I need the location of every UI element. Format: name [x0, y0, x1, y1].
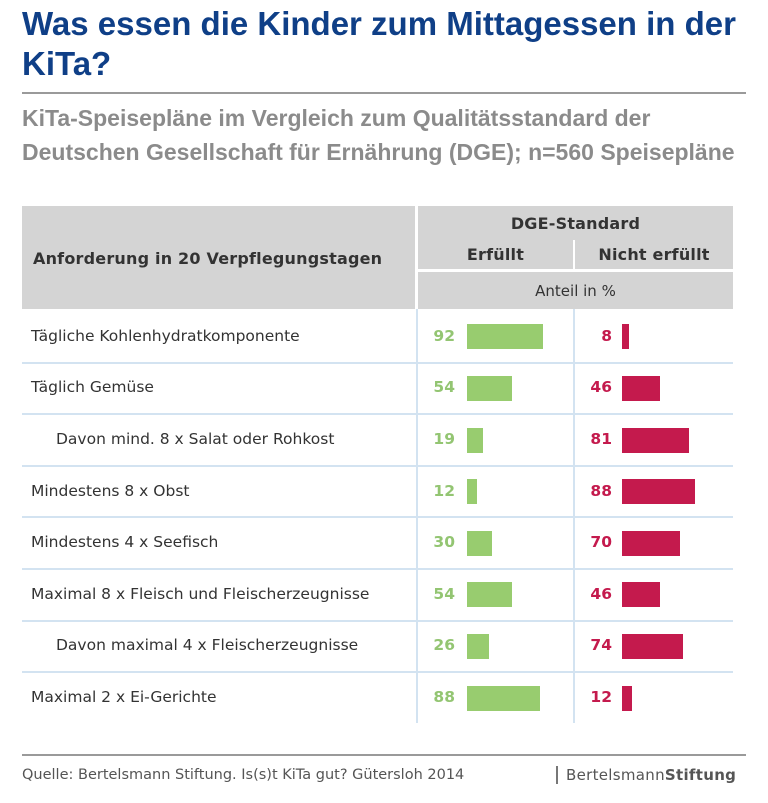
bar-fulfilled — [467, 324, 544, 350]
row-label: Mindestens 4 x Seefisch — [31, 533, 219, 552]
value-fulfilled: 12 — [433, 481, 455, 500]
value-not-fulfilled: 46 — [590, 584, 612, 603]
bar-not-fulfilled — [622, 479, 696, 505]
value-not-fulfilled: 74 — [590, 636, 612, 655]
row-label: Davon maximal 4 x Fleischerzeugnisse — [56, 636, 359, 655]
value-not-fulfilled: 8 — [601, 326, 612, 345]
bar-fulfilled — [467, 530, 492, 556]
row-divider — [22, 361, 733, 364]
bar-not-fulfilled — [622, 530, 681, 556]
row-label: Maximal 8 x Fleisch und Fleischerzeugnis… — [31, 584, 370, 603]
page-title: Was essen die Kinder zum Mittagessen in … — [22, 5, 736, 82]
header-dge-standard: DGE-Standard — [510, 214, 641, 233]
header-requirement: Anforderung in 20 Verpflegungstagen — [33, 249, 383, 268]
divider-bottom — [22, 754, 746, 756]
bar-fulfilled — [467, 427, 483, 453]
row-divider — [22, 568, 733, 570]
value-fulfilled: 54 — [433, 378, 455, 397]
bar-not-fulfilled — [622, 375, 661, 401]
row-label: Maximal 2 x Ei-Gerichte — [31, 688, 217, 706]
row-label: Täglich Gemüse — [31, 378, 154, 397]
value-not-fulfilled: 46 — [590, 378, 612, 397]
value-fulfilled: 26 — [433, 636, 455, 655]
header-group-cell — [418, 206, 733, 269]
value-not-fulfilled: 88 — [590, 481, 612, 500]
row-divider — [22, 413, 733, 416]
bar-not-fulfilled — [622, 324, 629, 350]
value-not-fulfilled: 70 — [590, 533, 612, 552]
value-fulfilled: 54 — [433, 584, 455, 603]
row-label: Tägliche Kohlenhydratkomponente — [31, 326, 300, 345]
divider-top — [22, 92, 746, 94]
value-fulfilled: 92 — [433, 326, 455, 345]
value-fulfilled: 19 — [433, 430, 455, 448]
bar-fulfilled — [467, 633, 489, 659]
header-requirement-cell — [22, 206, 415, 309]
header-not-fulfilled: Nicht erfüllt — [598, 245, 710, 264]
bar-not-fulfilled — [622, 685, 632, 711]
row-label: Mindestens 8 x Obst — [31, 481, 190, 500]
bar-not-fulfilled — [622, 633, 684, 659]
brand-part2: Stiftung — [664, 766, 737, 784]
header-col-separator — [573, 240, 575, 269]
bar-fulfilled — [467, 685, 541, 711]
row-label: Davon mind. 8 x Salat oder Rohkost — [56, 430, 335, 448]
header-unit: Anteil in % — [535, 282, 616, 300]
body-col-separator-1 — [416, 309, 418, 723]
row-divider — [22, 671, 733, 674]
bar-not-fulfilled — [622, 427, 690, 453]
subtitle: KiTa-Speisepläne im Vergleich zum Qualit… — [22, 105, 735, 165]
header-unit-cell — [418, 272, 733, 309]
row-divider — [22, 464, 733, 467]
bar-fulfilled — [467, 582, 512, 608]
bar-fulfilled — [467, 479, 477, 505]
source-note: Quelle: Bertelsmann Stiftung. Is(s)t KiT… — [22, 767, 465, 783]
row-divider — [22, 516, 733, 519]
value-fulfilled: 88 — [433, 688, 455, 706]
brand-logo: BertelsmannStiftung — [556, 766, 736, 784]
value-not-fulfilled: 81 — [590, 430, 612, 448]
value-fulfilled: 30 — [433, 533, 455, 552]
header-fulfilled: Erfüllt — [466, 245, 525, 264]
brand-part1: Bertelsmann — [566, 766, 665, 784]
bar-fulfilled — [467, 375, 512, 401]
value-not-fulfilled: 12 — [590, 688, 612, 706]
row-divider — [22, 619, 733, 622]
bar-not-fulfilled — [622, 582, 661, 608]
body-col-separator-2 — [573, 309, 575, 723]
